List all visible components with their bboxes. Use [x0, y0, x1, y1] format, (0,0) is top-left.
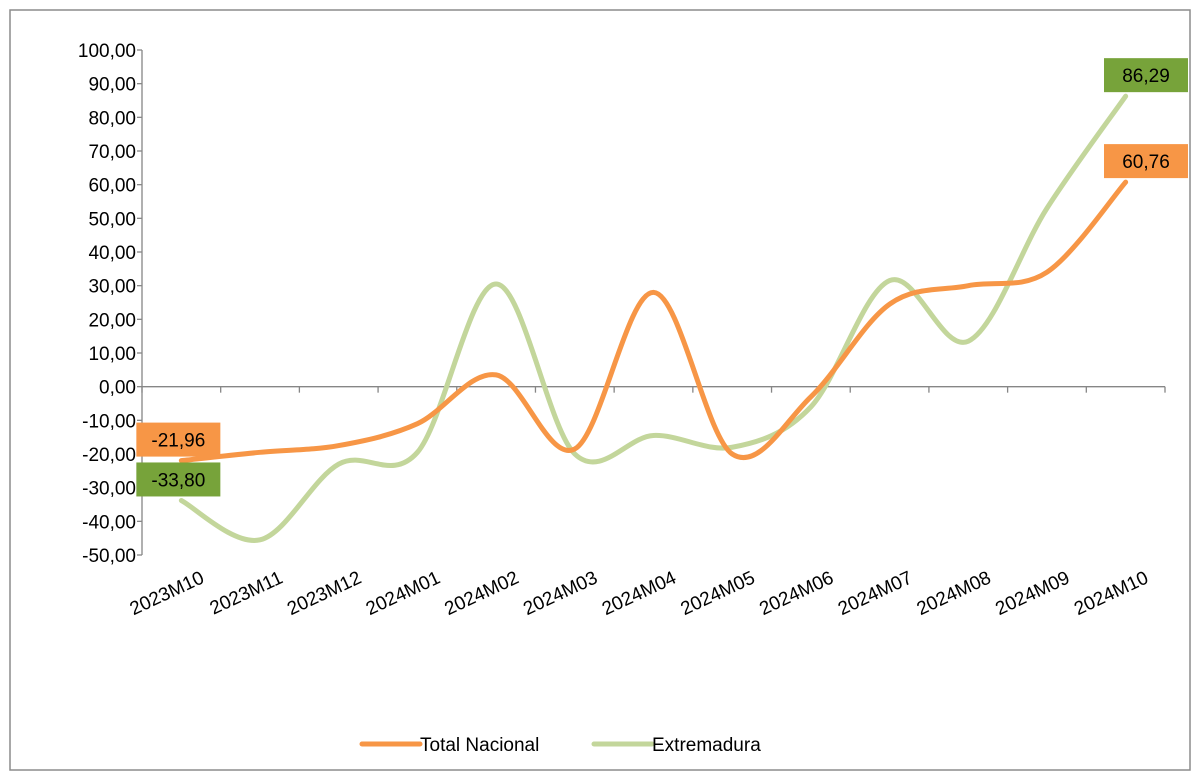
series-line-total-nacional — [178, 179, 1129, 464]
data-label-box — [1104, 58, 1188, 93]
y-tick-label: 90,00 — [88, 75, 136, 96]
data-label-text: 60,76 — [1122, 152, 1170, 173]
legend-item-total-nacional: Total Nacional — [359, 735, 539, 756]
data-label-extremadura: -33,80 — [136, 462, 221, 497]
data-labels: -21,96 60,76 -33,80 86,29 — [136, 58, 1188, 497]
y-tick-label: 50,00 — [88, 209, 136, 230]
data-label-box — [1104, 144, 1188, 179]
series-line-extremadura — [178, 93, 1129, 543]
data-label-box — [136, 422, 221, 457]
data-label-total-nacional: -21,96 — [136, 422, 221, 457]
legend-label: Total Nacional — [420, 735, 539, 756]
data-label-box — [136, 462, 221, 497]
y-tick-label: -30,00 — [82, 479, 136, 500]
series-lines — [178, 93, 1129, 543]
y-tick-label: 60,00 — [88, 176, 136, 197]
y-tick-label: 20,00 — [88, 310, 136, 331]
y-tick-label: -20,00 — [82, 445, 136, 466]
chart-border — [9, 9, 1191, 771]
y-tick-label: 100,00 — [78, 41, 136, 62]
y-tick-label: 10,00 — [88, 344, 136, 365]
y-tick-label: 30,00 — [88, 277, 136, 298]
legend-label: Extremadura — [652, 735, 761, 756]
legend: Total Nacional Extremadura — [359, 735, 761, 756]
y-axis: 100,00 90,00 80,00 70,00 60,00 50,00 40,00 30,0… — [78, 41, 143, 567]
y-tick-label: -50,00 — [82, 546, 136, 567]
y-tick-label: 70,00 — [88, 142, 136, 163]
data-label-text: -21,96 — [151, 431, 205, 452]
data-label-text: -33,80 — [151, 470, 205, 491]
y-tick-label: 80,00 — [88, 108, 136, 129]
data-label-text: 86,29 — [1122, 66, 1170, 87]
legend-item-extremadura: Extremadura — [591, 735, 761, 756]
y-tick-label: 0,00 — [99, 378, 136, 399]
data-label-extremadura: 86,29 — [1104, 58, 1188, 93]
y-tick-label: 40,00 — [88, 243, 136, 264]
y-tick-label: -10,00 — [82, 411, 136, 432]
data-label-total-nacional: 60,76 — [1104, 144, 1188, 179]
y-tick-label: -40,00 — [82, 512, 136, 533]
